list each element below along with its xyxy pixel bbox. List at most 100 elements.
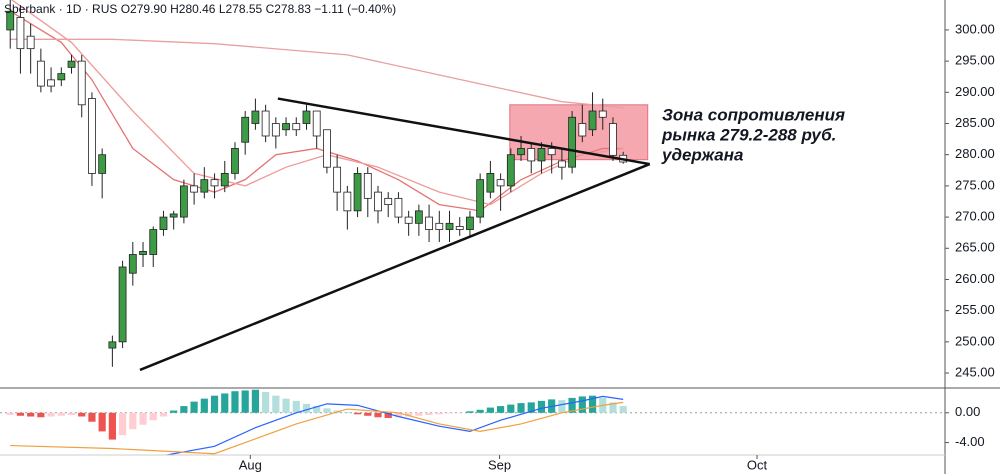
candle-body [455, 226, 464, 230]
histogram-bar [6, 412, 14, 416]
candle-body [537, 148, 546, 162]
annotation-line: Зона сопротивления [662, 105, 845, 124]
histogram-bar [67, 412, 76, 416]
histogram-bar [466, 411, 474, 413]
histogram-bar [88, 412, 96, 422]
histogram-bar [272, 395, 280, 413]
candle-body [261, 110, 270, 137]
histogram-bar [507, 404, 515, 413]
candle-body [6, 10, 15, 31]
candle-body [47, 79, 55, 87]
y-tick-label: 270.00 [955, 209, 995, 224]
candle-body [179, 185, 188, 218]
histogram-bar [405, 412, 413, 417]
candle-body [343, 191, 352, 212]
macd-y-tick-label: 0.00 [955, 404, 980, 419]
macd-y-tick-label: -4.00 [955, 434, 985, 449]
annotation-line: рынка 279.2-288 руб. [661, 125, 836, 144]
candle-body [36, 60, 45, 87]
y-tick-label: 260.00 [955, 271, 995, 286]
candle-body [169, 213, 178, 218]
histogram-bar [578, 396, 586, 413]
x-tick-label: Sep [488, 457, 511, 472]
price-pane [6, 0, 651, 372]
candle-body [241, 116, 250, 143]
moving-average [10, 38, 624, 109]
histogram-bar [27, 412, 35, 417]
candle-body [353, 173, 362, 212]
histogram-bar [415, 412, 423, 416]
y-tick-label: 300.00 [955, 21, 995, 36]
macd-line [163, 395, 624, 455]
close-value: C278.83 [266, 2, 312, 16]
symbol: Sberbank · 1D · RUS [4, 2, 117, 16]
candle-body [486, 173, 495, 193]
candle-body [159, 216, 168, 230]
histogram-bar [353, 412, 362, 415]
candle-body [557, 160, 566, 168]
header: Sberbank · 1D · RUS O279.90 H280.46 L278… [4, 2, 396, 16]
candle-body [363, 173, 372, 199]
histogram-bar [129, 412, 137, 430]
candle-body [251, 110, 260, 124]
histogram-bar [57, 412, 65, 416]
histogram-bar [37, 412, 45, 418]
histogram-bar [568, 397, 576, 413]
x-tick-label: Oct [747, 457, 768, 472]
candle-body [414, 210, 423, 224]
histogram-bar [241, 390, 249, 413]
histogram-bar [313, 406, 321, 413]
candle-body [384, 197, 393, 206]
candle-body [220, 173, 229, 187]
candle-body [568, 116, 577, 168]
histogram-bar [139, 412, 147, 425]
y-tick-label: 265.00 [955, 240, 995, 255]
candle-body [67, 60, 76, 68]
macd-pane [6, 389, 627, 455]
candle-body [292, 123, 301, 131]
histogram-bar [231, 391, 239, 413]
histogram-bar [190, 401, 198, 413]
y-tick-label: 280.00 [955, 146, 995, 161]
candle-body [404, 216, 413, 224]
candle-body [128, 254, 137, 274]
high-value: H280.46 [170, 2, 216, 16]
histogram-bar [537, 400, 546, 413]
histogram-bar [16, 412, 25, 416]
candle-body [374, 191, 382, 212]
histogram-bar [558, 400, 566, 413]
x-tick-label: Aug [239, 457, 262, 472]
histogram-bar [486, 407, 494, 413]
histogram-bar [609, 402, 617, 413]
candle-body [425, 216, 433, 230]
histogram-bar [496, 406, 505, 413]
histogram-bar [251, 389, 260, 413]
candle-body [445, 222, 454, 230]
candle-body [231, 148, 239, 174]
histogram-bar [588, 395, 597, 413]
y-tick-label: 285.00 [955, 115, 995, 130]
histogram-bar [180, 406, 188, 413]
histogram-bar [384, 412, 392, 419]
histogram-bar [302, 403, 311, 413]
histogram-bar [323, 408, 331, 413]
candle-body [302, 110, 311, 124]
candle-body [271, 123, 280, 137]
histogram-bar [170, 410, 178, 413]
candle-body [527, 148, 536, 162]
candle-body [323, 129, 331, 168]
candle-body [466, 216, 474, 230]
histogram-bar [200, 398, 208, 413]
candle-body [476, 179, 485, 218]
candle-body [517, 148, 525, 156]
histogram-bar [343, 412, 351, 413]
candle-body [282, 123, 290, 131]
histogram-bar [435, 412, 443, 415]
candle-body [108, 341, 117, 349]
histogram-bar [47, 412, 55, 417]
candle-body [88, 98, 96, 174]
histogram-bar [210, 395, 219, 413]
histogram-bar [292, 400, 300, 413]
